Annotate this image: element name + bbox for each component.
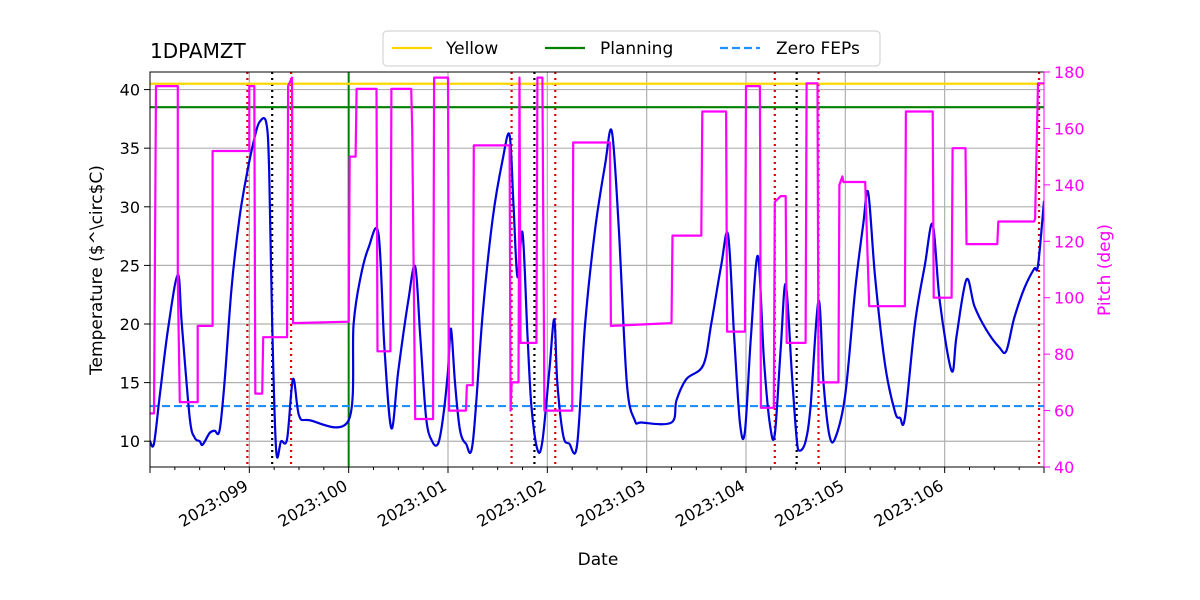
legend-box: [382, 30, 881, 67]
y-tick-label: 30: [120, 198, 140, 217]
y-tick-label: 25: [120, 256, 140, 275]
y-tick-label: 10: [120, 432, 140, 451]
plot-area: [150, 72, 1044, 467]
y-tick-label: 20: [120, 315, 140, 334]
y2-tick-label: 180: [1054, 63, 1085, 82]
legend: Yellow Planning Zero FEPs: [382, 30, 881, 67]
y2-tick-label: 80: [1054, 345, 1074, 364]
y2-tick-label: 120: [1054, 232, 1085, 251]
y2-tick-label: 40: [1054, 458, 1074, 477]
legend-label-zero-feps: Zero FEPs: [776, 39, 860, 59]
y2-tick-label: 60: [1054, 402, 1074, 421]
y-tick-label: 15: [120, 374, 140, 393]
y2-axis-label: Pitch (deg): [1095, 224, 1115, 316]
chart-title: 1DPAMZT: [150, 39, 247, 63]
y-axis-label: Temperature ($^\circ$C): [87, 165, 107, 376]
pitch-series-line: [150, 76, 1044, 421]
y2-tick-label: 160: [1054, 119, 1085, 138]
y2-tick-label: 140: [1054, 176, 1085, 195]
limit-lines: [150, 82, 1044, 408]
y2-tick-label: 100: [1054, 289, 1085, 308]
y-tick-label: 35: [120, 139, 140, 158]
x-axis-label: Date: [578, 550, 619, 570]
y-tick-label: 40: [120, 81, 140, 100]
temperature-series-line: [150, 116, 1044, 459]
legend-label-planning: Planning: [600, 39, 673, 59]
series-lines: [150, 76, 1044, 459]
legend-label-yellow: Yellow: [445, 39, 498, 59]
